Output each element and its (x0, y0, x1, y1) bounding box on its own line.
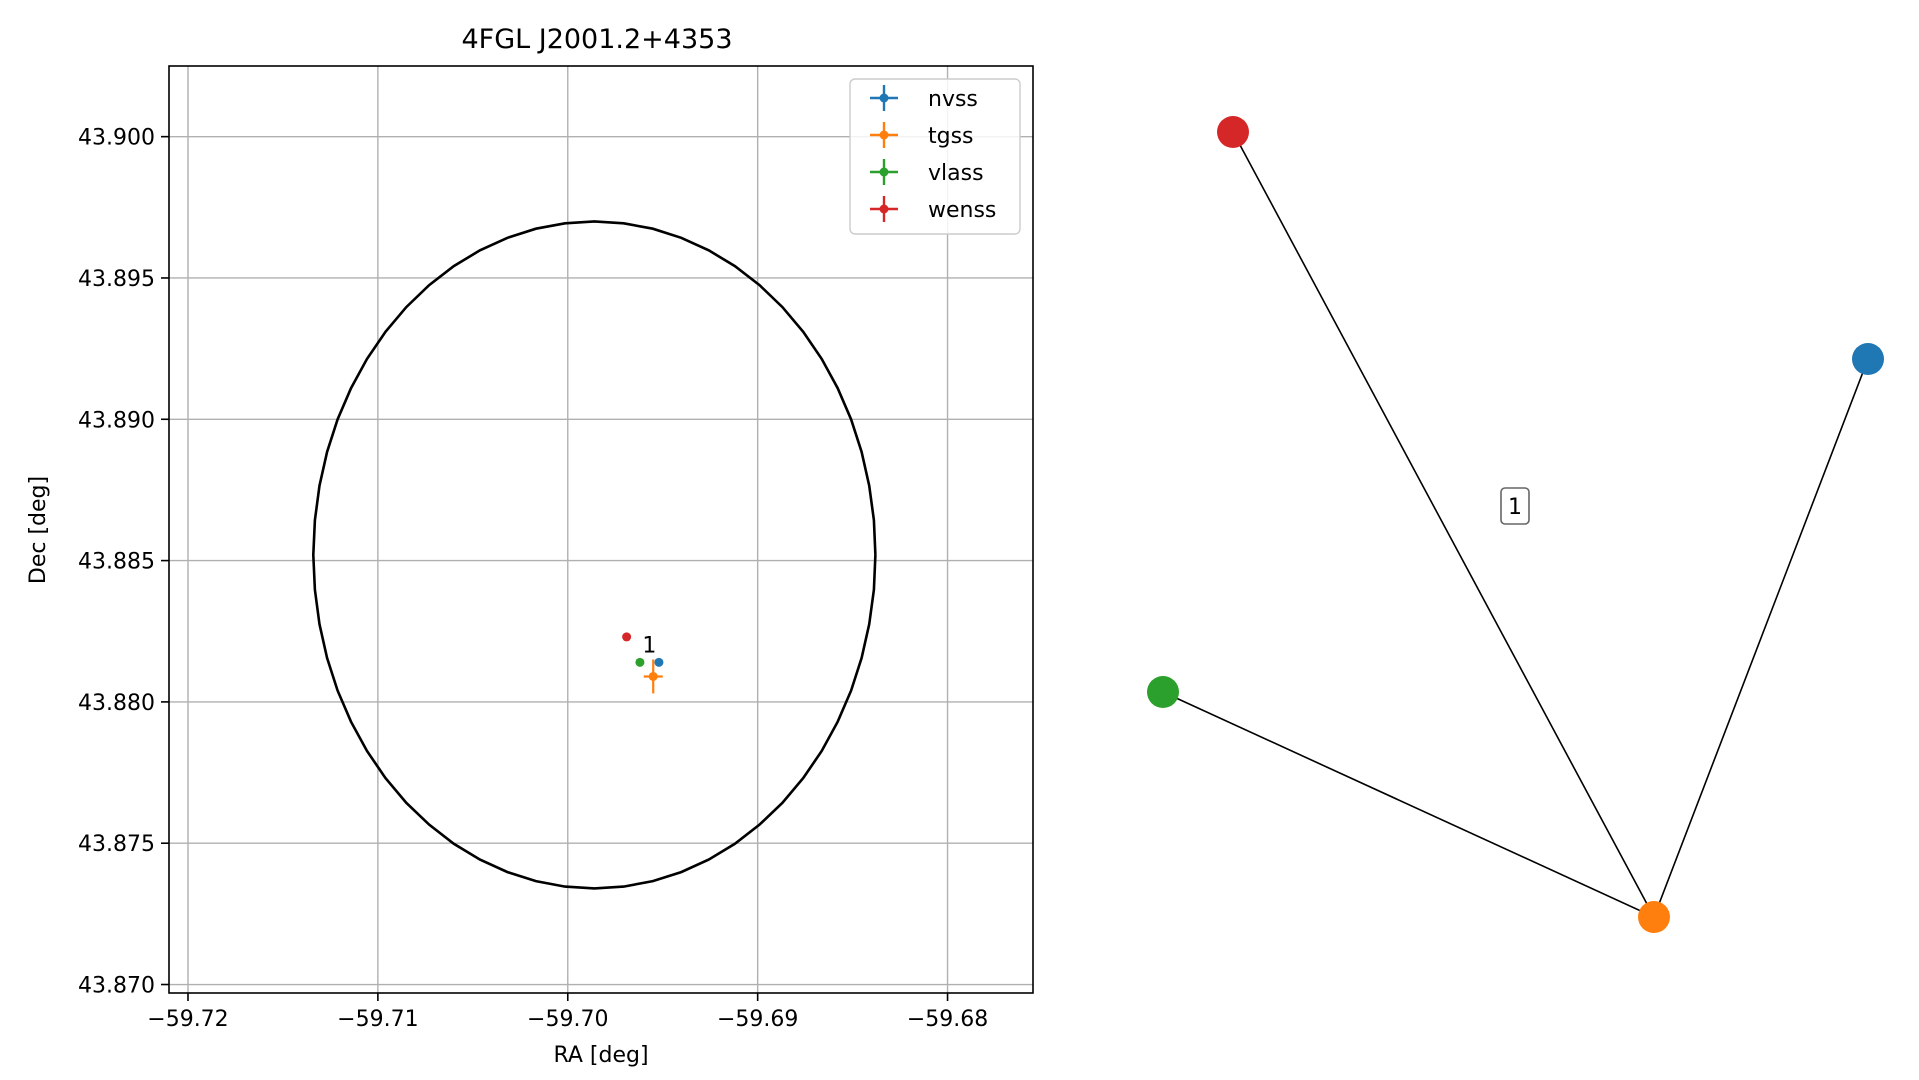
legend-label-tgss: tgss (928, 124, 974, 149)
x-ticks: −59.72 −59.71 −59.70 −59.69 −59.68 (147, 993, 988, 1032)
chart-title: 4FGL J2001.2+4353 (461, 24, 732, 55)
legend-label-vlass: vlass (928, 161, 984, 186)
error-ellipse-layer (311, 220, 877, 890)
edge-vlass-tgss (1162, 691, 1655, 918)
y-tick-label: 43.870 (78, 974, 155, 999)
data-point-vlass (635, 657, 645, 667)
edge-wenss-tgss (1232, 131, 1655, 918)
legend-label-nvss: nvss (928, 87, 978, 112)
edge-label: 1 (1500, 487, 1530, 525)
legend: nvss tgss vlass wenss (849, 78, 1021, 235)
x-tick-label: −59.69 (717, 1007, 798, 1032)
node-tgss (1638, 901, 1670, 933)
node-nvss (1852, 343, 1884, 375)
y-tick-label: 43.885 (78, 550, 155, 575)
x-tick-label: −59.70 (527, 1007, 608, 1032)
legend-item-wenss: wenss (870, 196, 996, 223)
scatter-panel: 4FGL J2001.2+4353 1 −59.72 −59.71 −59.70 −5… (26, 24, 1034, 1068)
network-nodes (1147, 116, 1884, 933)
error-ellipse (311, 220, 877, 890)
series-vlass (635, 657, 645, 667)
y-tick-label: 43.880 (78, 691, 155, 716)
legend-item-nvss: nvss (870, 85, 978, 112)
y-tick-label: 43.875 (78, 832, 155, 857)
edge-label-box (1500, 487, 1530, 525)
data-point-wenss (622, 632, 632, 642)
legend-marker-dot (879, 204, 889, 214)
legend-marker-dot (879, 93, 889, 103)
legend-marker-dot (879, 130, 889, 140)
node-wenss (1217, 116, 1249, 148)
series-wenss (622, 632, 632, 642)
legend-item-tgss: tgss (870, 122, 974, 149)
x-axis-label: RA [deg] (553, 1043, 648, 1068)
series-nvss (654, 657, 664, 667)
legend-marker-dot (879, 167, 889, 177)
x-tick-label: −59.72 (147, 1007, 228, 1032)
series-tgss (643, 659, 663, 694)
grid-lines (169, 66, 1033, 993)
point-annotation: 1 (642, 633, 656, 658)
y-axis-label: Dec [deg] (26, 476, 51, 584)
data-points-layer (622, 632, 664, 694)
data-point-tgss (648, 671, 658, 681)
y-tick-label: 43.890 (78, 408, 155, 433)
edge-label-text: 1 (1508, 495, 1522, 520)
annotation-layer: 1 (642, 633, 656, 658)
legend-label-wenss: wenss (928, 198, 996, 223)
data-point-nvss (654, 657, 664, 667)
x-tick-label: −59.68 (907, 1007, 988, 1032)
x-tick-label: −59.71 (337, 1007, 418, 1032)
node-vlass (1147, 676, 1179, 708)
y-tick-label: 43.895 (78, 267, 155, 292)
y-tick-label: 43.900 (78, 126, 155, 151)
network-edges (1162, 131, 1869, 918)
y-ticks: 43.870 43.875 43.880 43.885 43.890 43.895 43.9… (78, 126, 169, 999)
edge-nvss-tgss (1653, 358, 1869, 918)
legend-frame (849, 78, 1021, 235)
axes-frame (168, 65, 1034, 994)
network-panel: 1 (1147, 116, 1884, 933)
legend-item-vlass: vlass (870, 159, 984, 186)
